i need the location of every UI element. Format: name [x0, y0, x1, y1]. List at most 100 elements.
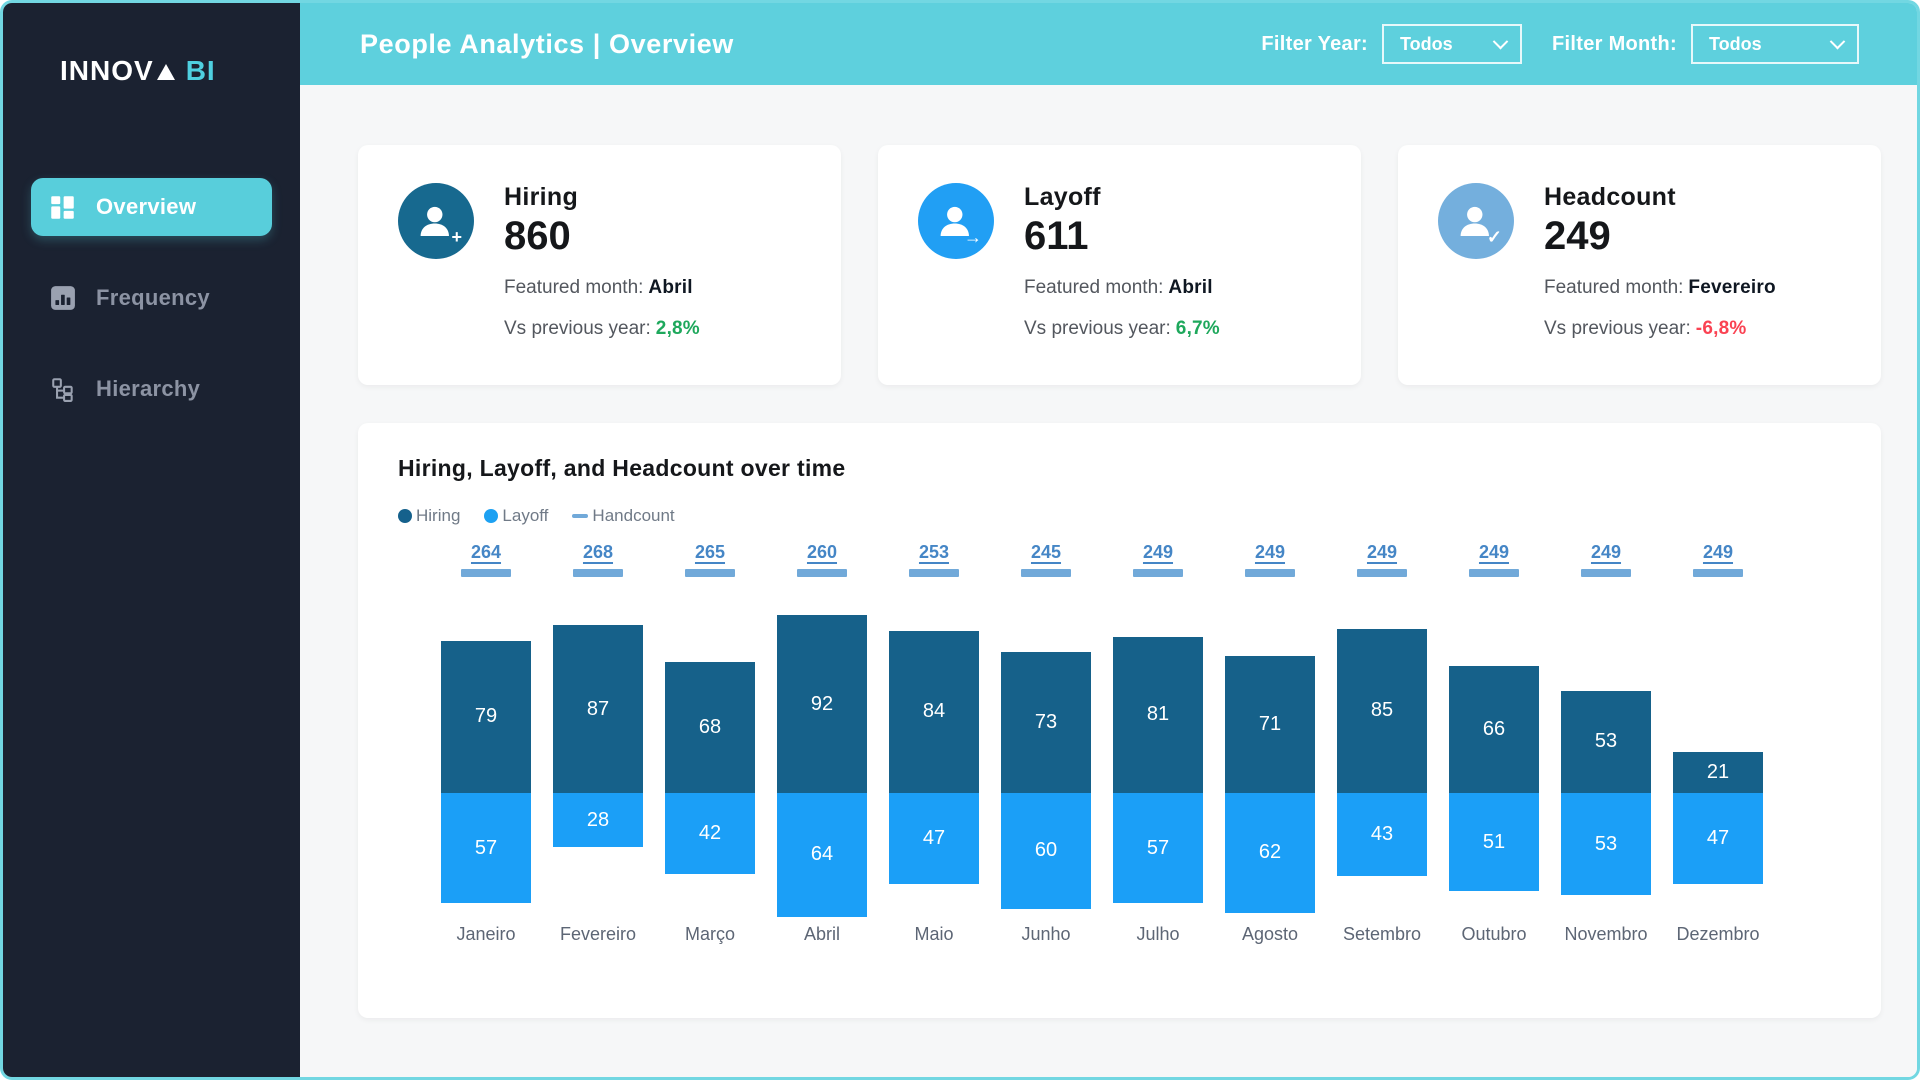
hiring-bar[interactable]: 73 [1001, 652, 1091, 793]
month-axis-label: Abril [803, 924, 840, 944]
layoff-bar[interactable]: 60 [1001, 793, 1091, 909]
card-value: 611 [1024, 214, 1089, 258]
featured-month-label: Featured month: [1024, 277, 1164, 298]
hiring-bar[interactable]: 21 [1673, 752, 1763, 793]
month-axis-label: Dezembro [1676, 924, 1760, 944]
kpi-cards-row: + Hiring 860 Featured month: Abril Vs pre… [358, 145, 1881, 385]
handcount-marker[interactable] [1581, 569, 1631, 577]
legend-item-hiring: Hiring [398, 506, 460, 526]
handcount-marker[interactable] [1357, 569, 1407, 577]
handcount-marker[interactable] [1693, 569, 1743, 577]
featured-month-value: Abril [1168, 277, 1213, 298]
month-axis-label: Maio [914, 924, 954, 944]
sidebar-item-label: Hierarchy [96, 376, 201, 401]
arrow-right-badge: → [964, 227, 982, 247]
handcount-value-label: 249 [1590, 542, 1622, 562]
handcount-marker[interactable] [909, 569, 959, 577]
handcount-marker[interactable] [461, 569, 511, 577]
month-axis-label: Setembro [1342, 924, 1422, 944]
handcount-marker[interactable] [1245, 569, 1295, 577]
featured-month-value: Fevereiro [1688, 277, 1776, 298]
layoff-bar[interactable]: 53 [1561, 793, 1651, 896]
filter-month-label: Filter Month: [1552, 32, 1677, 55]
month-axis-label: Julho [1136, 924, 1180, 944]
chart-column-fevereiro: 268 87 28 Fevereiro [542, 540, 654, 960]
handcount-value-label: 249 [1478, 542, 1510, 562]
layoff-bar[interactable]: 28 [553, 793, 643, 848]
card-value: 860 [504, 214, 571, 258]
plus-badge: + [451, 227, 462, 247]
chart-column-abril: 260 92 64 Abril [766, 540, 878, 960]
handcount-marker[interactable] [797, 569, 847, 577]
layoff-bar[interactable]: 47 [1673, 793, 1763, 884]
layoff-bar[interactable]: 47 [889, 793, 979, 884]
vs-previous-year-value: 2,8% [655, 318, 700, 339]
bar-chart-icon [49, 285, 76, 312]
handcount-value-label: 265 [694, 542, 726, 562]
hiring-bar[interactable]: 81 [1113, 636, 1203, 793]
hiring-bar[interactable]: 71 [1225, 655, 1315, 793]
chart-legend: Hiring Layoff Handcount [398, 506, 1881, 526]
chart-column-junho: 245 73 60 Junho [990, 540, 1102, 960]
layoff-bar[interactable]: 57 [1113, 793, 1203, 903]
chart-column-setembro: 249 85 43 Setembro [1326, 540, 1438, 960]
person-check-icon: ✓ [1438, 183, 1514, 259]
card-value: 249 [1544, 214, 1611, 258]
handcount-marker[interactable] [1469, 569, 1519, 577]
chart-title: Hiring, Layoff, and Headcount over time [398, 455, 846, 481]
hiring-bar[interactable]: 87 [553, 625, 643, 793]
month-axis-label: Agosto [1241, 924, 1299, 944]
handcount-dash-icon [572, 514, 589, 518]
chart-column-dezembro: 249 21 47 Dezembro [1662, 540, 1774, 960]
handcount-marker[interactable] [685, 569, 735, 577]
hierarchy-icon [49, 376, 76, 403]
layoff-dot-icon [484, 509, 499, 523]
logo: INNOV BI [60, 55, 216, 87]
topbar: People Analytics | Overview Filter Year:… [300, 3, 1917, 85]
layoff-bar[interactable]: 42 [665, 793, 755, 875]
logo-triangle-icon [156, 64, 175, 80]
vs-previous-year-value: 6,7% [1175, 318, 1220, 339]
sidebar-item-overview[interactable]: Overview [31, 178, 272, 236]
legend-item-layoff: Layoff [484, 506, 548, 526]
hiring-bar[interactable]: 53 [1561, 690, 1651, 793]
layoff-bar[interactable]: 51 [1449, 793, 1539, 892]
hiring-bar[interactable]: 92 [777, 615, 867, 793]
handcount-value-label: 249 [1142, 542, 1174, 562]
handcount-marker[interactable] [573, 569, 623, 577]
filter-month-select[interactable]: Todos [1691, 24, 1859, 64]
chart-plot: 264 79 57 Janeiro 268 87 28 Fevereiro 265 68 42 Mar… [430, 540, 1774, 960]
main-area: People Analytics | Overview Filter Year:… [300, 3, 1917, 1077]
filter-year-label: Filter Year: [1261, 32, 1369, 55]
filter-year-select[interactable]: Todos [1382, 24, 1523, 64]
handcount-value-label: 264 [470, 542, 502, 562]
chart-column-agosto: 249 71 62 Agosto [1214, 540, 1326, 960]
chart-column-julho: 249 81 57 Julho [1102, 540, 1214, 960]
sidebar-nav: Overview Frequency Hierarchy [3, 178, 300, 451]
handcount-value-label: 249 [1366, 542, 1398, 562]
layoff-bar[interactable]: 64 [777, 793, 867, 917]
kpi-card-hiring: + Hiring 860 Featured month: Abril Vs pre… [358, 145, 841, 385]
layoff-bar[interactable]: 43 [1337, 793, 1427, 876]
hiring-bar[interactable]: 85 [1337, 628, 1427, 793]
sidebar-item-hierarchy[interactable]: Hierarchy [31, 360, 272, 418]
month-axis-label: Janeiro [456, 924, 516, 944]
dashboard-grid-icon [49, 194, 76, 221]
layoff-bar[interactable]: 62 [1225, 793, 1315, 913]
month-axis-label: Fevereiro [559, 924, 637, 944]
hiring-bar[interactable]: 84 [889, 630, 979, 793]
hiring-bar[interactable]: 66 [1449, 665, 1539, 793]
hiring-bar[interactable]: 68 [665, 661, 755, 793]
handcount-value-label: 249 [1254, 542, 1286, 562]
kpi-card-layoff: → Layoff 611 Featured month: Abril Vs pre… [878, 145, 1361, 385]
handcount-marker[interactable] [1021, 569, 1071, 577]
layoff-bar[interactable]: 57 [441, 793, 531, 903]
handcount-value-label: 268 [582, 542, 614, 562]
chart-card: Hiring, Layoff, and Headcount over time … [358, 423, 1881, 1018]
sidebar-item-frequency[interactable]: Frequency [31, 269, 272, 327]
chart-column-maio: 253 84 47 Maio [878, 540, 990, 960]
handcount-marker[interactable] [1133, 569, 1183, 577]
hiring-bar[interactable]: 79 [441, 640, 531, 793]
handcount-value-label: 253 [918, 542, 950, 562]
